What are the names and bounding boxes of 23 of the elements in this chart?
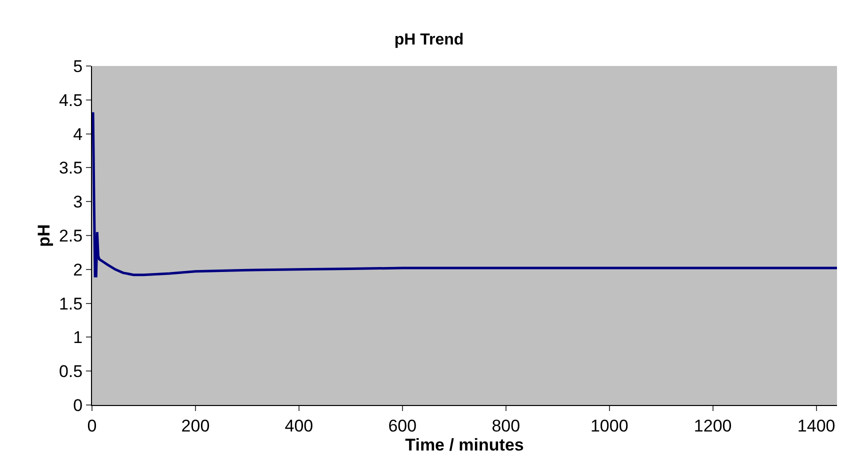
y-tick-label: 4 xyxy=(73,124,83,144)
y-tick-label: 1 xyxy=(73,328,83,348)
x-tick-label: 1400 xyxy=(797,416,836,436)
x-tick-label: 1200 xyxy=(694,416,732,436)
x-tick-label: 400 xyxy=(284,416,314,436)
x-tick-label: 800 xyxy=(492,416,520,436)
x-tick-label: 1000 xyxy=(590,416,628,436)
y-tick-label: 3.5 xyxy=(58,158,83,178)
line-series xyxy=(92,112,837,278)
chart-title: pH Trend xyxy=(394,31,464,48)
y-tick-label: 0.5 xyxy=(58,362,83,382)
y-tick-label: 2 xyxy=(73,260,83,280)
y-axis-title: pH xyxy=(34,224,54,247)
x-tick-label: 600 xyxy=(388,416,417,436)
y-tick-label: 3 xyxy=(73,192,83,212)
y-tick-label: 2.5 xyxy=(58,226,83,246)
y-tick-label: 4.5 xyxy=(58,90,83,110)
x-tick-label: 0 xyxy=(87,416,97,436)
x-axis-title: Time / minutes xyxy=(405,435,524,454)
x-tick-label: 200 xyxy=(181,416,210,436)
y-tick-label: 0 xyxy=(73,396,83,415)
y-tick-label: 5 xyxy=(73,56,83,76)
y-tick-label: 1.5 xyxy=(58,294,83,314)
